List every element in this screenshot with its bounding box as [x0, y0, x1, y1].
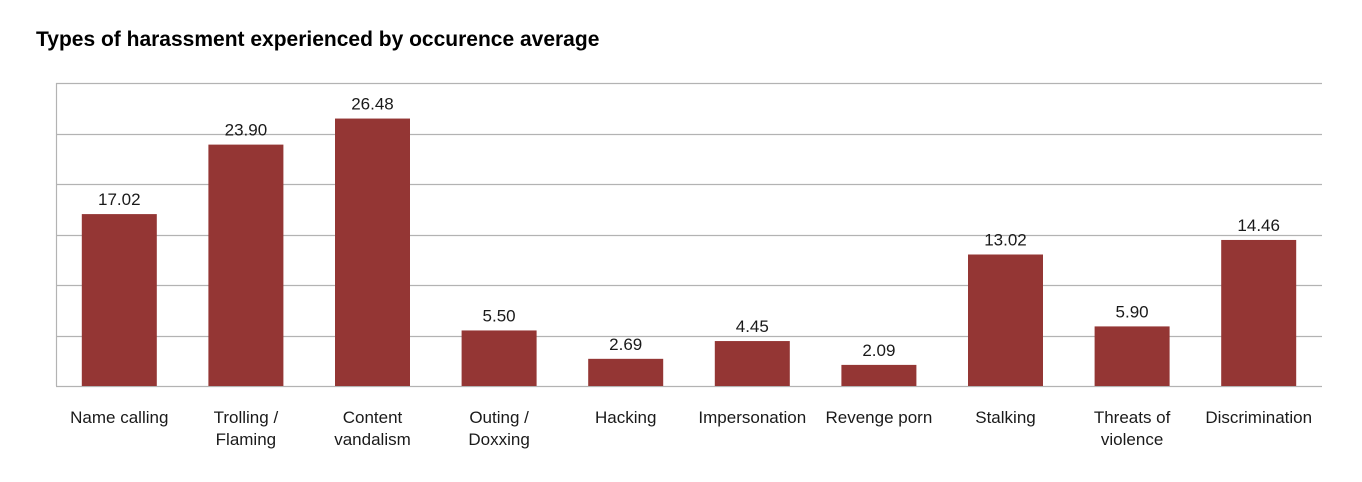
bar	[461, 330, 537, 386]
bar	[841, 364, 917, 386]
data-label: 5.50	[483, 306, 516, 325]
x-tick-label: Stalking	[975, 408, 1035, 427]
x-tick-label: Discrimination	[1205, 408, 1312, 427]
bar	[1094, 326, 1170, 386]
data-label: 17.02	[98, 190, 141, 209]
x-tick-label: Threats of violence	[1094, 408, 1171, 449]
x-tick-label: Impersonation	[698, 408, 806, 427]
x-tick-label: Name calling	[70, 408, 168, 427]
data-label: 4.45	[736, 317, 769, 336]
chart-title: Types of harassment experienced by occur…	[36, 28, 600, 51]
data-label: 2.69	[609, 335, 642, 354]
value-labels: 17.02 23.90 26.48 5.50 2.69 4.45 2.09 13.02 5.90…	[98, 95, 1280, 360]
bar	[208, 144, 284, 386]
data-label: 2.09	[862, 341, 895, 360]
bar	[714, 341, 790, 386]
x-tick-label: Outing / Doxxing	[468, 408, 529, 449]
bars	[81, 118, 1297, 386]
x-tick-label: Trolling / Flaming	[214, 408, 279, 449]
x-tick-label: Content vandalism	[334, 408, 411, 449]
bar	[968, 254, 1043, 386]
data-label: 23.90	[225, 121, 268, 140]
x-tick-label: Hacking	[595, 408, 656, 427]
data-label: 13.02	[984, 230, 1027, 249]
x-tick-label: Revenge porn	[825, 408, 932, 427]
bar	[81, 214, 157, 386]
data-label: 26.48	[351, 95, 394, 114]
data-label: 5.90	[1116, 302, 1149, 321]
bar	[335, 118, 410, 386]
bar	[588, 358, 664, 386]
x-axis-labels: Name calling Trolling / Flaming Content vand…	[70, 408, 1312, 449]
data-label: 14.46	[1237, 216, 1280, 235]
gridlines	[55, 82, 1322, 388]
bar	[1221, 239, 1297, 386]
